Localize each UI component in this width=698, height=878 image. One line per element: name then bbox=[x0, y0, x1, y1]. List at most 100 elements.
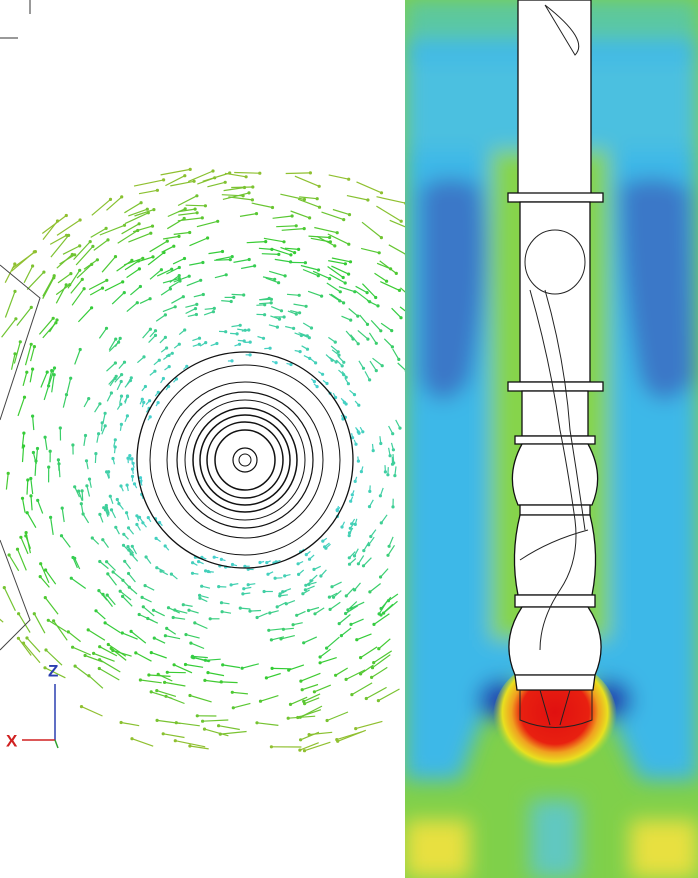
flow-arrow-head bbox=[370, 675, 374, 680]
flow-arrow-head bbox=[197, 560, 201, 564]
flow-arrow bbox=[387, 544, 396, 556]
flow-arrow-head bbox=[220, 249, 225, 254]
flow-arrow bbox=[165, 635, 181, 640]
flow-arrow-head bbox=[190, 571, 195, 575]
flow-arrow-head bbox=[13, 289, 17, 293]
flow-arrow bbox=[153, 609, 165, 617]
flow-arrow bbox=[57, 273, 72, 284]
contour-plot bbox=[405, 0, 698, 878]
flow-arrow-head bbox=[83, 653, 87, 658]
flow-arrow-head bbox=[111, 456, 115, 461]
flow-arrow-head bbox=[121, 578, 125, 582]
flow-arrow-head bbox=[349, 622, 353, 627]
flow-arrow bbox=[360, 664, 374, 675]
flow-arrow-head bbox=[374, 341, 378, 345]
flow-arrow bbox=[26, 271, 45, 291]
flow-arrow-head bbox=[129, 552, 133, 556]
flow-arrow-head bbox=[14, 317, 18, 321]
flow-arrow-head bbox=[232, 295, 236, 299]
flow-arrow-head bbox=[342, 400, 346, 404]
flow-arrow-head bbox=[193, 307, 198, 311]
flow-arrow-head bbox=[170, 267, 174, 271]
flow-arrow-head bbox=[78, 218, 82, 222]
flow-arrow-head bbox=[198, 596, 202, 600]
flow-arrow bbox=[21, 498, 26, 513]
flow-arrow-head bbox=[216, 219, 220, 223]
flow-arrow bbox=[149, 240, 168, 253]
flow-arrow-head bbox=[247, 191, 251, 195]
flow-arrow-head bbox=[372, 661, 376, 665]
flow-arrow-head bbox=[398, 426, 402, 430]
flow-arrow-head bbox=[121, 280, 125, 284]
flow-arrow-head bbox=[264, 240, 268, 244]
flow-arrow-head bbox=[366, 337, 370, 341]
flow-arrow bbox=[231, 186, 253, 189]
flow-arrow-head bbox=[165, 670, 169, 674]
flow-arrow bbox=[380, 603, 394, 616]
flow-arrow bbox=[67, 631, 81, 643]
flow-arrow-head bbox=[294, 224, 298, 228]
flow-arrow-head bbox=[151, 608, 156, 612]
flow-arrow bbox=[104, 281, 123, 292]
flow-arrow-head bbox=[379, 329, 383, 333]
flow-arrow bbox=[379, 260, 397, 274]
flow-arrow bbox=[99, 561, 109, 570]
flow-arrow-head bbox=[238, 606, 242, 610]
flow-arrow-head bbox=[113, 361, 117, 365]
flow-arrow-head bbox=[42, 270, 46, 274]
flow-arrow bbox=[214, 259, 231, 261]
flow-arrow-head bbox=[138, 476, 143, 480]
flow-arrow-head bbox=[308, 216, 312, 220]
flow-arrow-head bbox=[270, 666, 274, 671]
flow-arrow bbox=[388, 536, 394, 547]
flow-arrow bbox=[124, 260, 139, 271]
flow-arrow bbox=[108, 338, 117, 351]
flow-arrow bbox=[138, 613, 154, 622]
flow-arrow-head bbox=[340, 364, 344, 368]
flow-arrow-head bbox=[349, 318, 353, 322]
flow-arrow-head bbox=[149, 690, 153, 694]
flow-arrow-head bbox=[386, 553, 390, 557]
flow-arrow-head bbox=[187, 274, 191, 278]
flow-arrow bbox=[262, 276, 275, 280]
flow-arrow bbox=[331, 257, 351, 263]
flow-arrow-head bbox=[270, 205, 275, 210]
flow-arrow bbox=[263, 237, 285, 243]
flow-arrow-head bbox=[394, 271, 398, 275]
flow-arrow-head bbox=[119, 720, 123, 725]
flow-arrow-head bbox=[167, 384, 171, 388]
flow-arrow bbox=[120, 721, 140, 727]
flow-arrow-head bbox=[399, 316, 403, 320]
flow-arrow-head bbox=[203, 678, 207, 683]
flow-arrow-head bbox=[125, 414, 129, 418]
flow-arrow-head bbox=[138, 284, 142, 289]
flow-arrow-head bbox=[255, 721, 259, 725]
flow-arrow-head bbox=[346, 382, 350, 386]
flow-arrow-head bbox=[137, 612, 141, 617]
flow-arrow bbox=[338, 286, 355, 293]
flow-arrow-head bbox=[46, 618, 50, 622]
flow-arrow bbox=[359, 314, 368, 325]
z-axis-label: Z bbox=[48, 661, 58, 680]
flow-arrow-head bbox=[171, 615, 175, 620]
flow-arrow-head bbox=[182, 216, 186, 221]
flow-arrow bbox=[329, 273, 346, 284]
flow-arrow bbox=[327, 233, 350, 245]
flow-arrow-head bbox=[159, 569, 163, 573]
flow-arrow bbox=[173, 231, 190, 235]
flow-arrow-head bbox=[39, 562, 43, 566]
flow-arrow bbox=[168, 280, 181, 289]
flow-arrow-head bbox=[161, 732, 165, 736]
flow-arrow-head bbox=[163, 335, 167, 339]
flow-arrow-head bbox=[350, 693, 354, 697]
flow-arrow bbox=[157, 719, 181, 725]
flow-arrow-head bbox=[163, 544, 167, 548]
flow-arrow-head bbox=[148, 415, 152, 419]
flow-arrow bbox=[300, 264, 319, 271]
flow-arrow-head bbox=[129, 629, 133, 634]
flow-arrow-head bbox=[282, 240, 286, 244]
flow-arrow-head bbox=[298, 350, 302, 354]
flow-arrow bbox=[326, 282, 341, 293]
flow-arrow-head bbox=[195, 714, 199, 718]
flow-arrow bbox=[99, 659, 121, 673]
